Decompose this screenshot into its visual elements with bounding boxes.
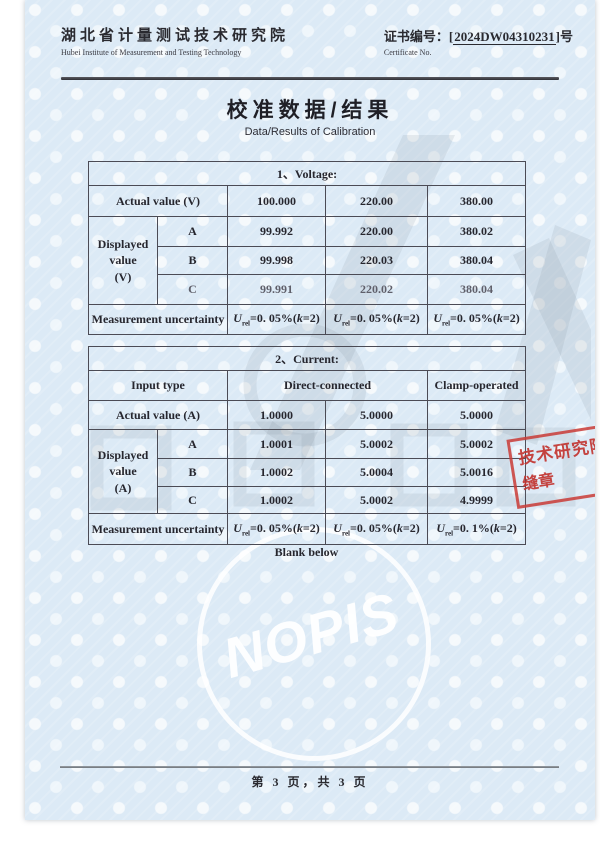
uncertainty-value: =0. 05%( — [450, 311, 497, 326]
voltage-actual-value: 380.00 — [426, 185, 527, 217]
voltage-actual-label: Actual value (V) — [88, 185, 228, 217]
uncertainty-k: k — [396, 520, 403, 535]
page-title-en: Data/Results of Calibration — [244, 126, 376, 138]
phase-label: C — [157, 274, 228, 305]
uncertainty-tail: =2) — [502, 311, 520, 326]
current-displayed-value: 1.0001 — [227, 429, 326, 459]
voltage-actual-value: 220.00 — [325, 185, 428, 217]
institute-block: 湖北省计量测试技术研究院 Hubei Institute of Measurem… — [61, 24, 289, 57]
phase-label: A — [157, 429, 228, 459]
uncertainty-symbol: U — [436, 520, 445, 535]
certificate-number-bracket-close: ]号 — [555, 29, 573, 44]
institute-name-en: Hubei Institute of Measurement and Testi… — [61, 48, 242, 57]
current-displayed-value: 1.0002 — [227, 486, 326, 514]
current-displayed-value: 5.0002 — [325, 429, 428, 459]
blank-below-note: Blank below — [274, 545, 339, 559]
current-uncertainty-cell: Urel=0. 05%(k=2) — [227, 513, 326, 545]
current-uncertainty-cell: Urel=0. 05%(k=2) — [325, 513, 428, 545]
uncertainty-k: k — [296, 311, 303, 326]
voltage-displayed-value: 220.03 — [325, 246, 428, 275]
voltage-uncertainty-label: Measurement uncertainty — [88, 304, 228, 335]
phase-label: C — [157, 486, 228, 514]
uncertainty-value: =0. 05%( — [350, 311, 397, 326]
uncertainty-subscript: rel — [241, 529, 251, 538]
voltage-table: 1、Voltage: Actual value (V) 100.000 220.… — [87, 161, 527, 335]
page-number: 第 3 页，共 3 页 — [251, 775, 369, 789]
current-actual-value: 5.0000 — [325, 400, 428, 430]
uncertainty-tail: =2) — [402, 520, 420, 535]
uncertainty-tail: =2) — [302, 311, 320, 326]
uncertainty-symbol: U — [333, 520, 342, 535]
current-section-title: 2、Current: — [87, 346, 527, 371]
current-uncertainty-cell: Urel=0. 1%(k=2) — [426, 513, 527, 545]
uncertainty-subscript: rel — [241, 319, 251, 328]
current-displayed-value: 5.0002 — [426, 429, 527, 459]
current-displayed-value: 5.0004 — [325, 458, 428, 487]
current-input-type-label: Input type — [88, 370, 228, 401]
phase-label: B — [157, 458, 228, 487]
current-displayed-value: 4.9999 — [426, 486, 527, 514]
uncertainty-value: =0. 05%( — [350, 520, 397, 535]
voltage-actual-value: 100.000 — [227, 185, 326, 217]
nopis-watermark-text: NOPIS — [216, 579, 407, 690]
voltage-displayed-value: 99.992 — [227, 216, 326, 247]
current-uncertainty-label: Measurement uncertainty — [88, 513, 228, 545]
uncertainty-subscript: rel — [341, 319, 351, 328]
voltage-displayed-value: 220.00 — [325, 216, 428, 247]
current-displayed-label: Displayed value (A) — [88, 429, 158, 514]
voltage-displayed-value: 380.04 — [426, 246, 527, 275]
current-actual-value: 1.0000 — [227, 400, 326, 430]
current-actual-value: 5.0000 — [426, 400, 527, 430]
voltage-displayed-value: 380.04 — [426, 274, 527, 305]
current-displayed-value: 1.0002 — [227, 458, 326, 487]
uncertainty-subscript: rel — [442, 319, 451, 328]
voltage-displayed-value: 220.02 — [325, 274, 428, 305]
certificate-number: 证书编号：[2024DW04310231]号 — [384, 26, 573, 45]
voltage-displayed-value: 99.991 — [227, 274, 326, 305]
voltage-uncertainty-cell: Urel=0. 05%(k=2) — [325, 304, 428, 335]
uncertainty-k: k — [493, 520, 500, 535]
institute-name-cn: 湖北省计量测试技术研究院 — [61, 27, 290, 44]
uncertainty-symbol: U — [233, 520, 242, 535]
voltage-uncertainty-cell: Urel=0. 05%(k=2) — [227, 304, 326, 335]
voltage-uncertainty-cell: Urel=0. 05%(k=2) — [426, 304, 527, 335]
page-title-cn: 校准数据/结果 — [226, 99, 394, 122]
voltage-displayed-value: 99.998 — [227, 246, 326, 275]
uncertainty-tail: =2) — [499, 520, 517, 535]
certificate-number-label: 证书编号： — [383, 29, 449, 44]
uncertainty-k: k — [296, 520, 303, 535]
voltage-displayed-label: Displayed value (V) — [88, 216, 158, 305]
uncertainty-symbol: U — [233, 311, 242, 326]
certificate-number-block: 证书编号：[2024DW04310231]号 Certificate No. — [384, 24, 573, 57]
current-actual-label: Actual value (A) — [88, 400, 228, 430]
uncertainty-value: =0. 1%( — [453, 520, 494, 535]
header: 湖北省计量测试技术研究院 Hubei Institute of Measurem… — [61, 24, 573, 57]
current-input-type: Clamp-operated — [426, 370, 527, 401]
uncertainty-tail: =2) — [302, 520, 320, 535]
uncertainty-subscript: rel — [444, 529, 454, 538]
certificate-page: NOPIS 湖北省计量测试技术研究院 Hubei Institute of Me… — [25, 0, 595, 820]
certificate-number-bracket-open: [ — [448, 29, 454, 44]
certificate-number-label-en: Certificate No. — [383, 48, 432, 57]
footer-divider — [60, 766, 559, 768]
uncertainty-tail: =2) — [402, 311, 420, 326]
certificate-number-value: 2024DW04310231 — [453, 29, 556, 45]
uncertainty-k: k — [496, 311, 503, 326]
current-table: 2、Current: Input type Direct-connected C… — [87, 346, 527, 545]
uncertainty-symbol: U — [433, 311, 442, 326]
uncertainty-k: k — [396, 311, 403, 326]
voltage-section-title: 1、Voltage: — [87, 161, 527, 186]
uncertainty-value: =0. 05%( — [250, 520, 297, 535]
nopis-watermark: NOPIS — [197, 527, 431, 761]
phase-label: B — [157, 246, 228, 275]
uncertainty-value: =0. 05%( — [250, 311, 297, 326]
header-divider — [61, 77, 559, 80]
current-displayed-value: 5.0016 — [426, 458, 527, 487]
uncertainty-subscript: rel — [341, 529, 351, 538]
voltage-displayed-value: 380.02 — [426, 216, 527, 247]
uncertainty-symbol: U — [333, 311, 342, 326]
current-input-type: Direct-connected — [227, 370, 428, 401]
phase-label: A — [157, 216, 228, 247]
current-displayed-value: 5.0002 — [325, 486, 428, 514]
